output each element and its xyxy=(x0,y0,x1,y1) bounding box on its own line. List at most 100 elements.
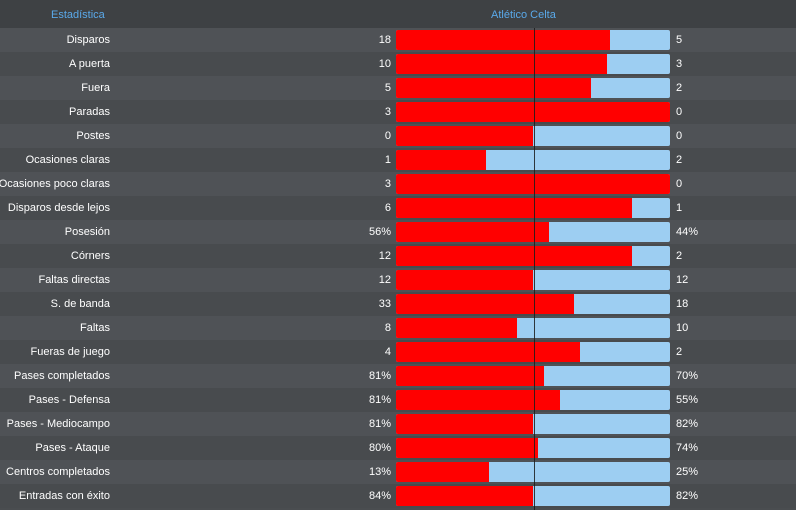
away-value: 2 xyxy=(676,82,683,94)
comparison-bar xyxy=(396,150,670,170)
stat-label: A puerta xyxy=(69,58,110,70)
stat-column-header[interactable]: Estadística xyxy=(51,9,105,21)
home-bar-fill xyxy=(396,414,533,434)
home-value: 18 xyxy=(378,34,391,46)
home-bar-fill xyxy=(396,318,517,338)
stat-label: Paradas xyxy=(69,106,110,118)
comparison-bar xyxy=(396,126,670,146)
home-value: 0 xyxy=(384,130,391,142)
comparison-bar xyxy=(396,222,670,242)
stat-row: Faltas 8 10 xyxy=(0,316,796,340)
stat-label: Fuera xyxy=(81,82,110,94)
home-value: 81% xyxy=(368,370,391,382)
stat-row: Pases - Mediocampo 81% 82% xyxy=(0,412,796,436)
stat-row: Postes 0 0 xyxy=(0,124,796,148)
stat-row: Ocasiones poco claras 3 0 xyxy=(0,172,796,196)
stats-header: Estadística Atlético Celta xyxy=(0,0,796,28)
away-value: 12 xyxy=(676,274,689,286)
home-bar-fill xyxy=(396,150,486,170)
teams-column-header: Atlético Celta xyxy=(491,9,556,21)
stat-row: Ocasiones claras 1 2 xyxy=(0,148,796,172)
home-value: 81% xyxy=(368,418,391,430)
home-value: 10 xyxy=(378,58,391,70)
away-value: 74% xyxy=(676,442,699,454)
home-value: 33 xyxy=(378,298,391,310)
comparison-bar xyxy=(396,270,670,290)
stat-row: Fueras de juego 4 2 xyxy=(0,340,796,364)
comparison-bar xyxy=(396,198,670,218)
home-bar-fill xyxy=(396,102,670,122)
stat-row: Disparos desde lejos 6 1 xyxy=(0,196,796,220)
comparison-bar xyxy=(396,246,670,266)
stat-label: Fueras de juego xyxy=(30,346,111,358)
away-value: 2 xyxy=(676,346,683,358)
stat-row: Disparos 18 5 xyxy=(0,28,796,52)
home-value: 81% xyxy=(368,394,391,406)
stat-label: Centros completados xyxy=(6,466,110,478)
comparison-bar xyxy=(396,78,670,98)
comparison-bar xyxy=(396,438,670,458)
stat-label: Disparos xyxy=(66,34,110,46)
away-value: 55% xyxy=(676,394,699,406)
stat-row: S. de banda 33 18 xyxy=(0,292,796,316)
stat-label: Ocasiones claras xyxy=(25,154,110,166)
home-value: 8 xyxy=(384,322,391,334)
stat-row: Fuera 5 2 xyxy=(0,76,796,100)
comparison-bar xyxy=(396,174,670,194)
stat-label: Disparos desde lejos xyxy=(7,202,110,214)
away-value: 82% xyxy=(676,490,699,502)
stat-label: Faltas xyxy=(80,322,110,334)
home-bar-fill xyxy=(396,126,533,146)
stat-label: Postes xyxy=(76,130,110,142)
stat-label: Pases - Ataque xyxy=(35,442,110,454)
home-bar-fill xyxy=(396,390,560,410)
home-bar-fill xyxy=(396,342,580,362)
home-value: 6 xyxy=(384,202,391,214)
stat-row: Centros completados 13% 25% xyxy=(0,460,796,484)
home-bar-fill xyxy=(396,438,538,458)
comparison-bar xyxy=(396,54,670,74)
stats-rows: Disparos 18 5 A puerta 10 3 Fuera 5 2 Paradas 3 0 Po… xyxy=(0,28,796,508)
home-bar-fill xyxy=(396,30,610,50)
stat-label: Pases - Defensa xyxy=(28,394,110,406)
home-value: 13% xyxy=(368,466,391,478)
home-value: 5 xyxy=(384,82,391,94)
away-value: 1 xyxy=(676,202,683,214)
away-value: 82% xyxy=(676,418,699,430)
away-value: 3 xyxy=(676,58,683,70)
home-bar-fill xyxy=(396,198,632,218)
home-value: 56% xyxy=(368,226,391,238)
stat-label: Entradas con éxito xyxy=(18,490,110,502)
stat-row: Pases - Ataque 80% 74% xyxy=(0,436,796,460)
stat-label: Ocasiones poco claras xyxy=(0,178,110,190)
home-value: 80% xyxy=(368,442,391,454)
stat-row: Pases completados 81% 70% xyxy=(0,364,796,388)
away-value: 18 xyxy=(676,298,689,310)
stat-label: Posesión xyxy=(64,226,110,238)
stat-label: Pases - Mediocampo xyxy=(6,418,110,430)
home-bar-fill xyxy=(396,246,632,266)
away-value: 25% xyxy=(676,466,699,478)
away-value: 0 xyxy=(676,106,683,118)
comparison-bar xyxy=(396,486,670,506)
home-bar-fill xyxy=(396,270,533,290)
comparison-bar xyxy=(396,294,670,314)
home-value: 1 xyxy=(384,154,391,166)
stat-row: Pases - Defensa 81% 55% xyxy=(0,388,796,412)
stat-label: S. de banda xyxy=(50,298,110,310)
home-bar-fill xyxy=(396,174,670,194)
comparison-bar xyxy=(396,102,670,122)
comparison-bar xyxy=(396,318,670,338)
stat-row: A puerta 10 3 xyxy=(0,52,796,76)
home-value: 12 xyxy=(378,250,391,262)
stat-label: Córners xyxy=(70,250,110,262)
stat-label: Pases completados xyxy=(14,370,110,382)
home-bar-fill xyxy=(396,366,544,386)
comparison-bar xyxy=(396,390,670,410)
home-bar-fill xyxy=(396,54,607,74)
comparison-bar xyxy=(396,366,670,386)
home-value: 3 xyxy=(384,106,391,118)
comparison-bar xyxy=(396,462,670,482)
away-value: 0 xyxy=(676,178,683,190)
home-value: 4 xyxy=(384,346,391,358)
